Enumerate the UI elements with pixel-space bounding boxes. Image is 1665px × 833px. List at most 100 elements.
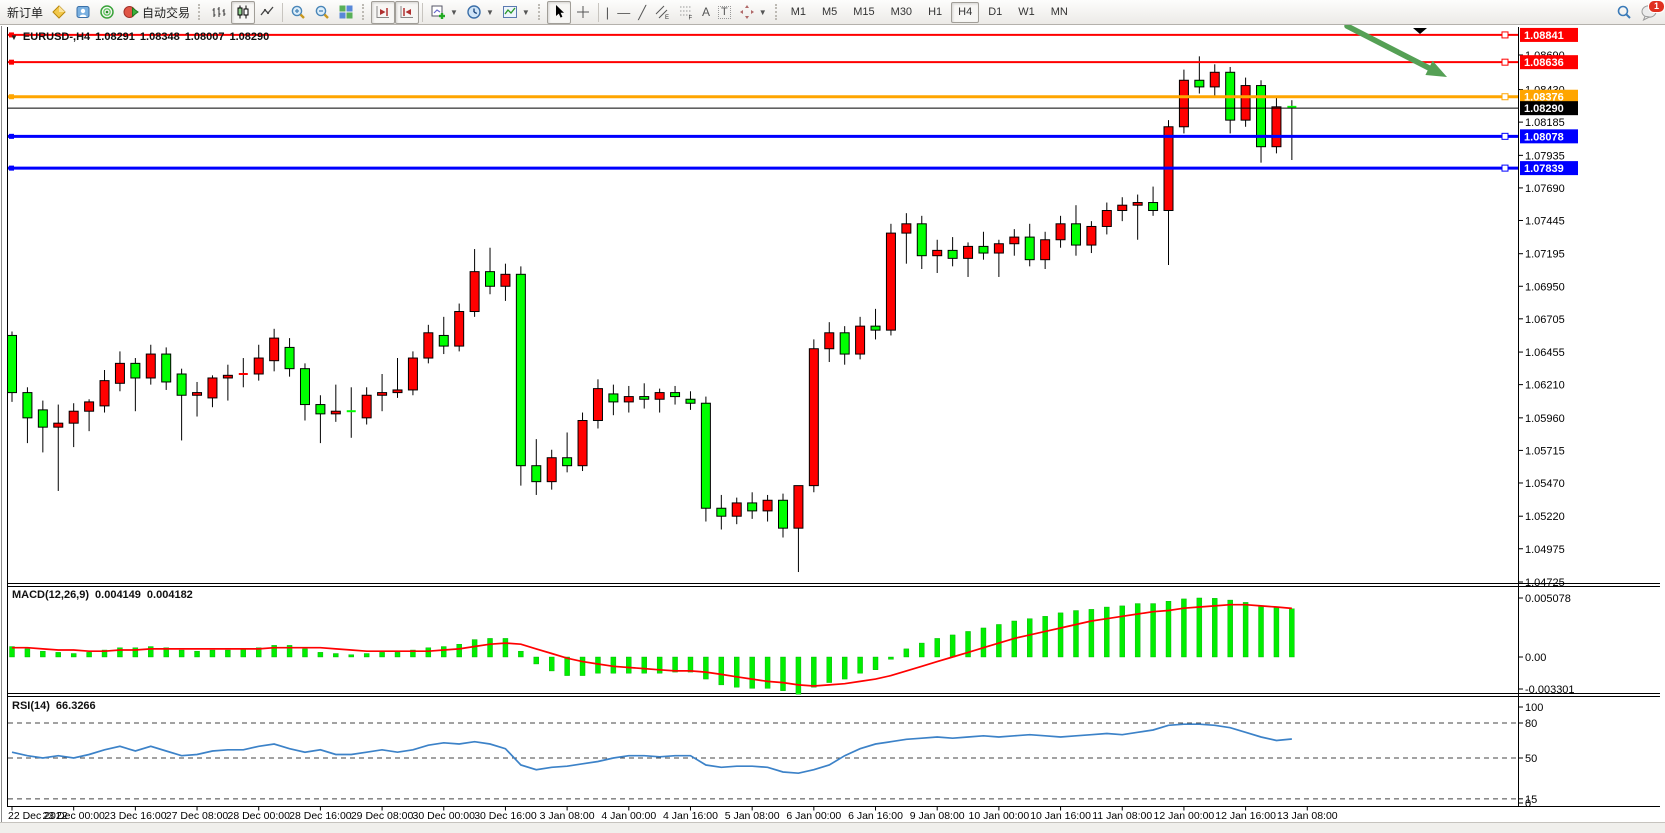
timeframe-button-H4[interactable]: H4 — [951, 1, 980, 23]
timeframe-button-M1[interactable]: M1 — [790, 6, 806, 18]
time-axis-label: 11 Jan 08:00 — [1092, 810, 1152, 822]
toolbar-grip — [774, 4, 780, 20]
timeframe-button-H1[interactable]: H1 — [928, 6, 943, 18]
gold-button[interactable] — [47, 1, 71, 24]
toolbar-grip — [362, 4, 367, 20]
line-chart-button[interactable] — [255, 1, 279, 24]
timeframe-button-W1[interactable]: W1 — [1018, 6, 1035, 18]
fibonacci-tool-button[interactable]: F — [674, 1, 698, 24]
chevron-down-icon: ▼ — [521, 7, 530, 17]
line-handle[interactable] — [1501, 164, 1509, 172]
text-icon: A — [702, 5, 711, 19]
line-handle[interactable] — [9, 59, 14, 65]
chart-shift-button[interactable] — [371, 0, 396, 24]
timeframe-button-M30[interactable]: M30 — [890, 6, 913, 18]
new-chart-button[interactable]: ▼ — [426, 1, 462, 24]
tile-windows-button[interactable] — [334, 1, 358, 24]
line-handle[interactable] — [1501, 93, 1509, 101]
time-axis-label: 4 Jan 00:00 — [601, 810, 656, 822]
price-line-label: 1.08290 — [1524, 103, 1564, 115]
line-handle[interactable] — [9, 94, 14, 100]
toolbar: 新订单 自动交易 ▼ ▼ — [0, 0, 1665, 25]
toolbar-separator — [282, 2, 284, 22]
price-tick-label: 1.07445 — [1525, 215, 1565, 227]
zoom-in-button[interactable] — [286, 1, 310, 24]
time-axis-label: 6 Jan 00:00 — [786, 810, 841, 822]
line-handle[interactable] — [1501, 132, 1509, 140]
toolbar-separator — [597, 2, 599, 22]
trendline-tool-button[interactable]: ╱ — [634, 1, 650, 24]
price-tick-label: 1.07195 — [1525, 249, 1565, 261]
autotrading-label: 自动交易 — [142, 5, 191, 20]
price-line-label: 1.08078 — [1524, 131, 1564, 143]
crosshair-button[interactable] — [571, 1, 595, 24]
price-tick-label: 1.04975 — [1525, 544, 1565, 556]
time-axis-label: 12 Jan 00:00 — [1154, 810, 1215, 822]
search-button[interactable] — [1612, 1, 1636, 24]
signals-button[interactable] — [95, 1, 119, 24]
zoom-out-icon — [314, 4, 330, 20]
rsi-scale-label: 0 — [1525, 798, 1531, 810]
new-chart-icon — [430, 4, 446, 20]
vertical-line-tool-button[interactable]: | — [602, 1, 613, 24]
line-handle[interactable] — [9, 165, 14, 171]
line-handle[interactable] — [1501, 31, 1509, 39]
community-button[interactable] — [71, 1, 95, 24]
price-line-label: 1.07839 — [1524, 163, 1564, 175]
candlestick-chart-button[interactable] — [231, 0, 256, 24]
signals-icon — [99, 4, 115, 20]
new-order-button[interactable]: 新订单 — [3, 1, 47, 24]
toolbar-grip — [537, 4, 543, 20]
time-axis-label: 22 Dec 2022 — [8, 810, 68, 822]
time-axis-label: 10 Jan 16:00 — [1030, 810, 1091, 822]
auto-scroll-button[interactable] — [395, 0, 420, 24]
timeframe-button-MN[interactable]: MN — [1050, 6, 1068, 18]
chart-shift-icon — [375, 4, 391, 20]
price-tick-label: 1.08185 — [1525, 117, 1565, 129]
arrows-icon — [739, 4, 755, 20]
price-tick-label: 1.06950 — [1525, 281, 1565, 293]
chart-shift-marker[interactable] — [1413, 28, 1427, 34]
line-handle[interactable] — [9, 133, 14, 139]
bar-chart-button[interactable] — [207, 1, 231, 24]
timeframe-button-M15[interactable]: M15 — [853, 6, 875, 18]
line-chart-icon — [259, 4, 275, 20]
search-icon — [1616, 4, 1632, 20]
notifications-button[interactable]: 1 — [1636, 0, 1665, 24]
chart-title: ▼ EURUSD-,H4 1.08291 1.08348 1.08007 1.0… — [10, 31, 269, 43]
timeframe-button-D1[interactable]: D1 — [988, 6, 1003, 18]
chart-template-button[interactable]: ▼ — [498, 1, 534, 24]
time-axis-label: 5 Jan 08:00 — [725, 810, 780, 822]
equidistant-channel-button[interactable]: E — [650, 1, 674, 24]
cursor-button[interactable] — [546, 0, 571, 24]
price-tick-label: 1.07690 — [1525, 183, 1565, 195]
timeframe-button-M5[interactable]: M5 — [821, 6, 838, 18]
time-axis-label: 28 Dec 00:00 — [227, 810, 290, 822]
zoom-out-button[interactable] — [310, 1, 334, 24]
autotrading-button[interactable]: 自动交易 — [119, 1, 194, 24]
macd-name: MACD(12,26,9) — [12, 589, 90, 601]
auto-scroll-icon — [399, 4, 415, 20]
toolbar-separator — [422, 2, 424, 22]
horizontal-line-tool-button[interactable]: — — [613, 1, 634, 24]
macd-scale-label: 0.005078 — [1525, 593, 1571, 605]
annotation-arrow[interactable] — [1344, 23, 1432, 71]
text-label-tool-button[interactable]: T — [714, 1, 735, 24]
arrows-tool-button[interactable]: ▼ — [735, 1, 771, 24]
time-axis-label: 30 Dec 00:00 — [413, 810, 476, 822]
symbol-dropdown-icon[interactable]: ▼ — [10, 32, 18, 42]
time-axis-label: 29 Dec 08:00 — [351, 810, 414, 822]
macd-indicator-label: MACD(12,26,9) 0.004149 0.004182 — [12, 589, 193, 601]
time-axis-label: 30 Dec 16:00 — [474, 810, 537, 822]
text-tool-button[interactable]: A — [698, 1, 714, 24]
profiles-button[interactable]: ▼ — [462, 1, 498, 24]
community-icon — [75, 4, 91, 20]
annotation-arrow-head[interactable] — [1425, 60, 1447, 77]
bar-chart-icon — [211, 4, 227, 20]
equidistant-channel-icon: E — [654, 4, 670, 20]
horizontal-lines: 1.088411.086361.083761.082901.080781.078… — [8, 27, 1578, 176]
line-handle[interactable] — [1501, 58, 1509, 66]
